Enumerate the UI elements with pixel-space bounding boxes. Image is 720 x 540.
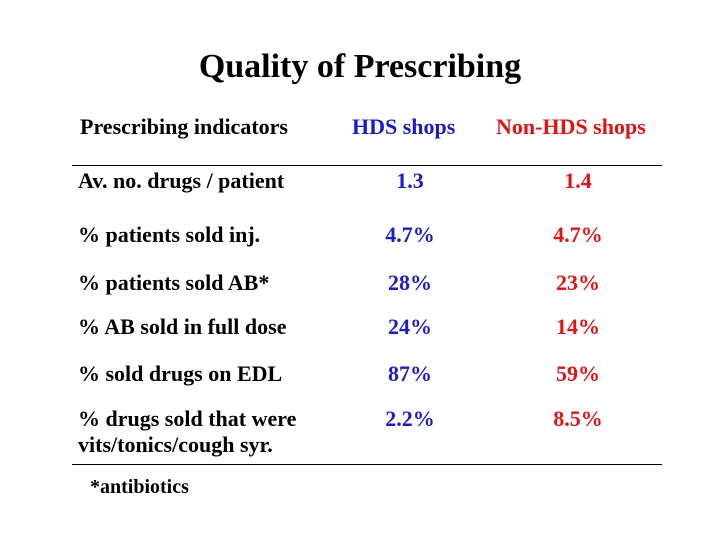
row-label-line1: % drugs sold that were bbox=[78, 406, 297, 431]
hds-value: 87% bbox=[388, 361, 432, 386]
table-row: % patients sold inj. 4.7% 4.7% bbox=[0, 222, 720, 258]
table-row: % AB sold in full dose 24% 14% bbox=[0, 314, 720, 350]
footnote: *antibiotics bbox=[90, 476, 189, 498]
page-title: Quality of Prescribing bbox=[198, 48, 522, 85]
row-label: % AB sold in full dose bbox=[78, 314, 287, 339]
row-label-line2: vits/tonics/cough syr. bbox=[78, 432, 273, 457]
header-indicators: Prescribing indicators bbox=[80, 114, 288, 139]
header-divider bbox=[72, 165, 662, 166]
bottom-divider bbox=[72, 464, 662, 465]
non-hds-value: 59% bbox=[556, 361, 600, 386]
hds-value: 1.3 bbox=[396, 168, 424, 193]
hds-value: 4.7% bbox=[385, 222, 435, 247]
header-non-hds-shops: Non-HDS shops bbox=[496, 114, 646, 139]
non-hds-value: 4.7% bbox=[553, 222, 603, 247]
row-label: Av. no. drugs / patient bbox=[78, 168, 285, 193]
non-hds-value: 1.4 bbox=[564, 168, 592, 193]
header-hds-shops: HDS shops bbox=[352, 114, 456, 139]
hds-value: 2.2% bbox=[385, 406, 435, 431]
hds-value: 28% bbox=[388, 270, 432, 295]
hds-value: 24% bbox=[388, 314, 432, 339]
table-row: % drugs sold that were vits/tonics/cough… bbox=[0, 406, 720, 462]
row-label: % patients sold AB* bbox=[78, 270, 270, 295]
table-row: Av. no. drugs / patient 1.3 1.4 bbox=[0, 168, 720, 204]
non-hds-value: 8.5% bbox=[553, 406, 603, 431]
table-row: % patients sold AB* 28% 23% bbox=[0, 270, 720, 306]
non-hds-value: 23% bbox=[556, 270, 600, 295]
row-label: % patients sold inj. bbox=[78, 222, 261, 247]
table-row: % sold drugs on EDL 87% 59% bbox=[0, 361, 720, 397]
non-hds-value: 14% bbox=[556, 314, 600, 339]
row-label: % sold drugs on EDL bbox=[78, 361, 283, 386]
